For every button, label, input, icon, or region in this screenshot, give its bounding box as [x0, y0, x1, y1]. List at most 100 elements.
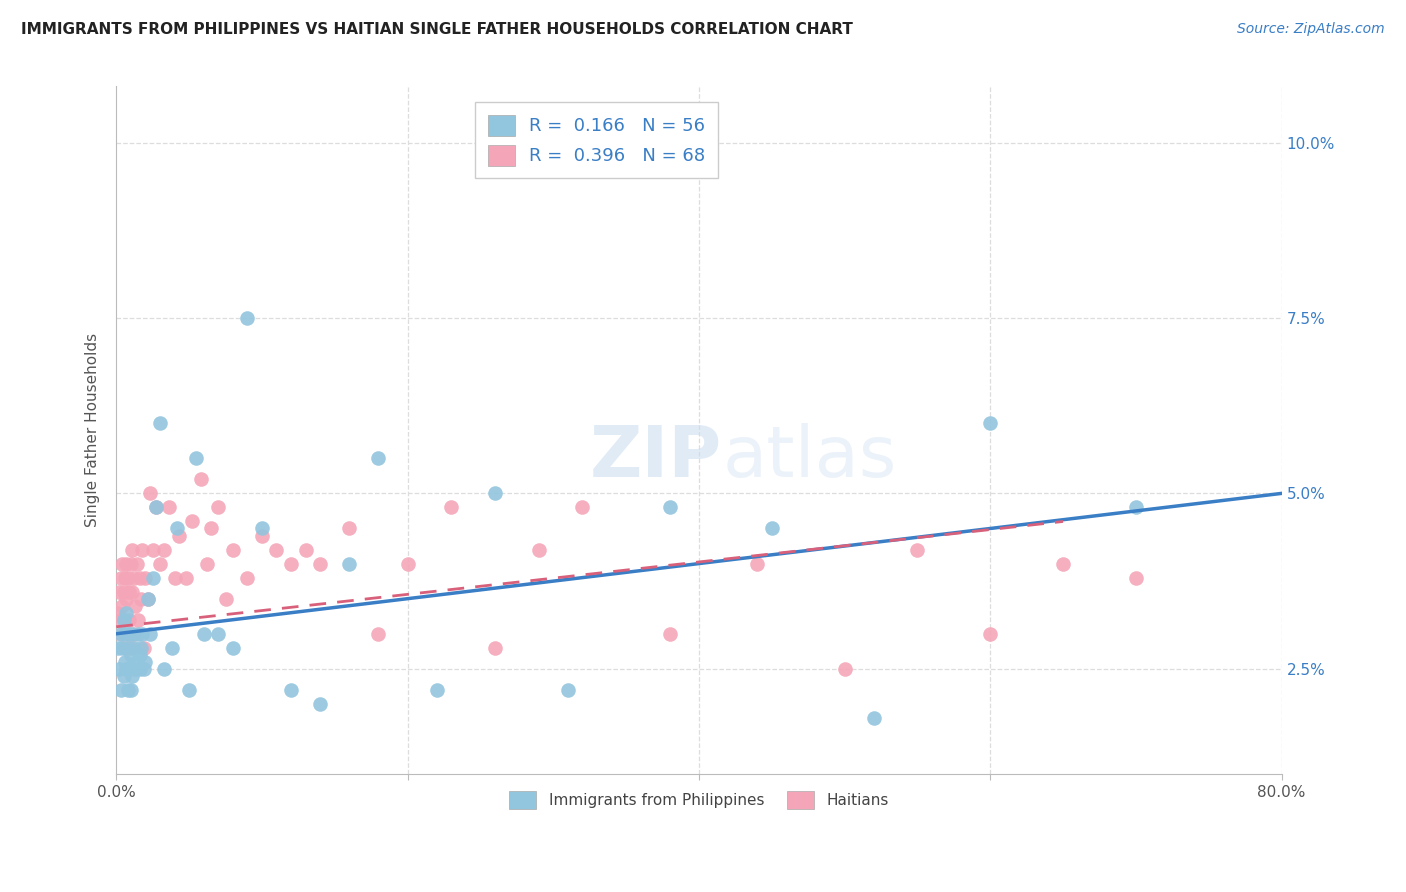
Point [108, 584, 131, 599]
Point [118, 626, 141, 640]
Point [157, 500, 180, 515]
Point [110, 571, 132, 585]
Point [139, 486, 162, 500]
Point [142, 542, 165, 557]
Point [557, 682, 579, 697]
Point [309, 697, 332, 711]
Point [125, 557, 148, 571]
Point [132, 662, 155, 676]
Point [131, 542, 153, 557]
Point [120, 557, 142, 571]
Text: atlas: atlas [723, 423, 897, 492]
Point [222, 640, 245, 655]
Point [111, 557, 134, 571]
Point [145, 500, 167, 515]
Point [121, 584, 143, 599]
Point [114, 655, 136, 669]
Point [149, 416, 172, 430]
Legend: Immigrants from Philippines, Haitians: Immigrants from Philippines, Haitians [503, 785, 896, 814]
Point [484, 486, 506, 500]
Point [111, 640, 134, 655]
Point [121, 542, 143, 557]
Point [129, 640, 152, 655]
Point [120, 682, 142, 697]
Point [181, 515, 204, 529]
Point [112, 613, 135, 627]
Point [527, 542, 550, 557]
Point [658, 626, 681, 640]
Point [110, 626, 132, 640]
Point [128, 648, 150, 662]
Point [1052, 557, 1074, 571]
Point [115, 662, 138, 676]
Point [186, 451, 208, 466]
Point [136, 591, 159, 606]
Point [149, 557, 172, 571]
Point [309, 557, 332, 571]
Point [107, 640, 129, 655]
Point [153, 662, 176, 676]
Point [236, 310, 259, 325]
Point [571, 500, 593, 515]
Point [108, 613, 131, 627]
Point [761, 521, 783, 535]
Point [266, 542, 288, 557]
Y-axis label: Single Father Households: Single Father Households [86, 334, 100, 527]
Point [166, 521, 188, 535]
Point [122, 571, 145, 585]
Text: ZIP: ZIP [591, 423, 723, 492]
Point [862, 711, 884, 725]
Point [121, 669, 143, 683]
Point [115, 591, 138, 606]
Point [110, 682, 132, 697]
Point [1125, 571, 1147, 585]
Point [250, 521, 273, 535]
Point [134, 571, 156, 585]
Point [142, 571, 165, 585]
Point [124, 599, 146, 613]
Point [153, 542, 176, 557]
Point [115, 606, 138, 620]
Point [250, 528, 273, 542]
Point [484, 640, 506, 655]
Point [127, 626, 149, 640]
Point [128, 571, 150, 585]
Point [396, 557, 419, 571]
Point [125, 655, 148, 669]
Point [132, 640, 155, 655]
Point [134, 655, 156, 669]
Point [207, 626, 229, 640]
Point [440, 500, 463, 515]
Point [117, 640, 139, 655]
Point [124, 662, 146, 676]
Point [747, 557, 769, 571]
Point [294, 542, 316, 557]
Point [120, 640, 142, 655]
Point [122, 640, 145, 655]
Point [118, 662, 141, 676]
Point [120, 648, 142, 662]
Point [110, 626, 132, 640]
Point [979, 416, 1001, 430]
Point [114, 626, 136, 640]
Point [118, 613, 141, 627]
Point [129, 591, 152, 606]
Point [214, 591, 236, 606]
Point [145, 500, 167, 515]
Point [167, 528, 190, 542]
Point [190, 472, 212, 486]
Point [426, 682, 449, 697]
Point [367, 626, 389, 640]
Point [107, 606, 129, 620]
Point [979, 626, 1001, 640]
Point [115, 557, 138, 571]
Point [280, 557, 302, 571]
Point [163, 571, 186, 585]
Point [337, 521, 360, 535]
Point [117, 626, 139, 640]
Point [174, 571, 197, 585]
Point [127, 613, 149, 627]
Point [117, 571, 139, 585]
Point [108, 662, 131, 676]
Point [122, 626, 145, 640]
